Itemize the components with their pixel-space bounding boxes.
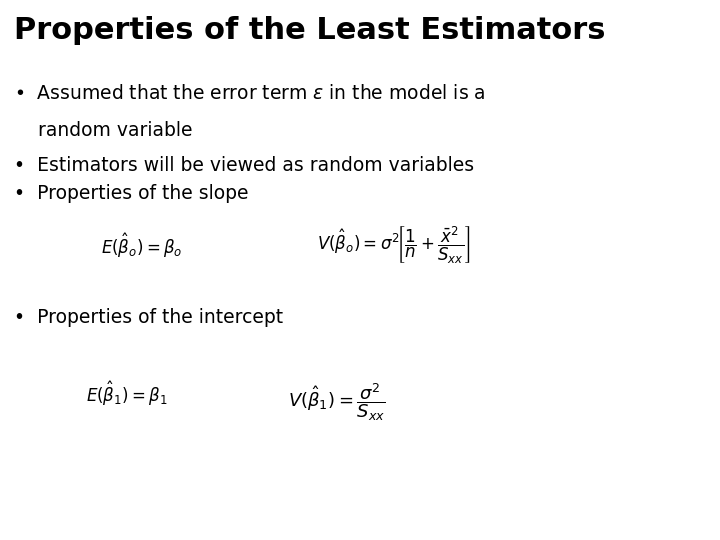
Text: •  Properties of the slope: • Properties of the slope bbox=[14, 184, 249, 202]
Text: random variable: random variable bbox=[14, 122, 193, 140]
Text: $E(\hat{\beta}_o) = \beta_o$: $E(\hat{\beta}_o) = \beta_o$ bbox=[101, 232, 182, 260]
Text: •  Estimators will be viewed as random variables: • Estimators will be viewed as random va… bbox=[14, 156, 474, 174]
Text: $E(\hat{\beta}_1) = \beta_1$: $E(\hat{\beta}_1) = \beta_1$ bbox=[86, 380, 168, 408]
Text: •  Properties of the intercept: • Properties of the intercept bbox=[14, 308, 284, 327]
Text: Properties of the Least Estimators: Properties of the Least Estimators bbox=[14, 16, 606, 45]
Text: $V(\hat{\beta}_o) = \sigma^2\!\left[\dfrac{1}{n} + \dfrac{\bar{x}^2}{S_{xx}}\rig: $V(\hat{\beta}_o) = \sigma^2\!\left[\dfr… bbox=[317, 225, 470, 266]
Text: •  Assumed that the error term $\varepsilon$ in the model is a: • Assumed that the error term $\varepsil… bbox=[14, 84, 486, 103]
Text: $V(\hat{\beta}_1) = \dfrac{\sigma^2}{S_{xx}}$: $V(\hat{\beta}_1) = \dfrac{\sigma^2}{S_{… bbox=[288, 381, 385, 423]
